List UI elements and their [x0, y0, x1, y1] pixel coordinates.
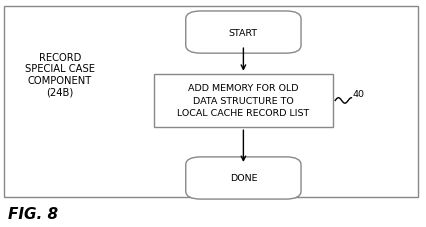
Text: RECORD
SPECIAL CASE
COMPONENT
(24B): RECORD SPECIAL CASE COMPONENT (24B)	[25, 53, 95, 97]
Text: DONE: DONE	[229, 174, 256, 183]
Text: 40: 40	[351, 90, 363, 99]
Text: ADD MEMORY FOR OLD
DATA STRUCTURE TO
LOCAL CACHE RECORD LIST: ADD MEMORY FOR OLD DATA STRUCTURE TO LOC…	[177, 84, 309, 118]
FancyBboxPatch shape	[4, 7, 417, 197]
FancyBboxPatch shape	[185, 12, 300, 54]
Text: START: START	[228, 28, 257, 37]
FancyBboxPatch shape	[185, 157, 300, 199]
Text: FIG. 8: FIG. 8	[8, 206, 58, 221]
FancyBboxPatch shape	[153, 74, 332, 128]
